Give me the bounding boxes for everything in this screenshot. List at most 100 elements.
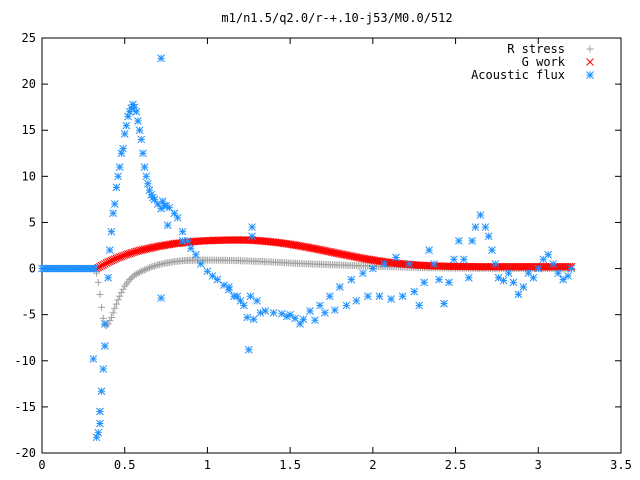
legend-label: Acoustic flux [471,68,565,82]
data-point [96,419,104,428]
plot-frame [41,37,622,454]
data-point [325,292,334,301]
data-point [514,290,523,299]
series-acoustic-flux [38,54,576,442]
data-point [110,200,119,208]
data-point [464,273,473,282]
data-marks [38,54,576,442]
data-point [410,287,419,296]
data-point [127,274,135,282]
data-point [104,273,113,282]
data-point [380,260,389,268]
data-point [529,273,538,282]
data-point [499,276,508,285]
data-point [375,292,384,301]
data-point [420,278,428,287]
data-point [468,237,476,245]
data-point [116,292,124,300]
data-point [508,262,517,271]
legend-marker [586,71,594,79]
x-tick-label: 1.5 [279,458,301,472]
axis-ticks: 0 0.5 1 1.5 2 2.5 3 3.5 -20 -15 -10 -5 0 5 10 15 20 25 [14,31,632,472]
y-tick-label: -20 [14,446,36,460]
data-point [97,387,106,396]
data-point [178,227,187,236]
data-point [359,269,367,278]
data-point [213,275,222,284]
data-point [220,281,228,290]
data-point [130,103,139,112]
data-point [484,232,493,241]
data-point [519,262,528,271]
data-point [347,275,356,284]
data-point [559,275,567,284]
data-point [450,255,458,264]
data-point [157,294,165,302]
data-point [491,260,500,268]
data-point [261,307,270,315]
data-point [564,272,572,280]
data-point [504,269,513,278]
data-point [425,246,433,254]
data-point [132,107,141,116]
data-point [248,223,256,231]
legend-label: R stress [507,42,565,56]
data-point [505,262,513,271]
data-point [122,121,131,130]
data-point [105,246,114,254]
data-point [150,262,158,270]
data-point [111,304,119,312]
data-point [170,209,179,218]
data-point [567,264,576,273]
legend-marker [586,45,594,53]
data-point [558,262,567,271]
data-point [440,299,448,308]
data-point [101,342,109,350]
legend-label: G work [522,55,566,69]
x-tick-label: 3.5 [610,458,632,472]
y-tick-label: -5 [22,308,36,322]
data-point [249,315,258,324]
data-point [306,307,314,315]
data-point [136,268,144,276]
data-point [516,262,524,271]
data-point [476,211,485,219]
data-point [554,269,562,278]
data-point [330,306,339,314]
x-tick-label: 0 [38,458,45,472]
data-point [94,428,103,437]
data-point [503,262,511,271]
data-point [510,262,519,271]
data-point [107,313,115,321]
data-point [157,54,165,63]
data-point [243,313,251,322]
data-point [509,278,518,287]
data-point [405,260,414,268]
x-tick-label: 0.5 [114,458,136,472]
legend-marker [586,58,594,66]
data-point [541,262,550,271]
data-point [106,317,114,325]
data-point [342,301,351,310]
data-point [137,267,145,275]
data-point [101,320,109,328]
data-point [152,261,160,269]
data-point [140,163,149,171]
y-tick-label: 25 [22,31,36,45]
data-point [139,149,147,158]
data-point [119,144,127,153]
y-tick-label: -15 [14,400,36,414]
data-point [521,262,530,271]
data-point [514,262,522,271]
x-tick-label: 1 [204,458,211,472]
data-point [114,296,122,304]
data-point [112,183,121,192]
data-point [321,308,329,317]
data-point [519,283,528,291]
y-tick-label: 20 [22,77,36,91]
data-point [253,296,261,305]
data-point [144,179,152,188]
data-point [134,117,142,125]
data-point [191,250,200,259]
x-tick-label: 2.5 [445,458,467,472]
